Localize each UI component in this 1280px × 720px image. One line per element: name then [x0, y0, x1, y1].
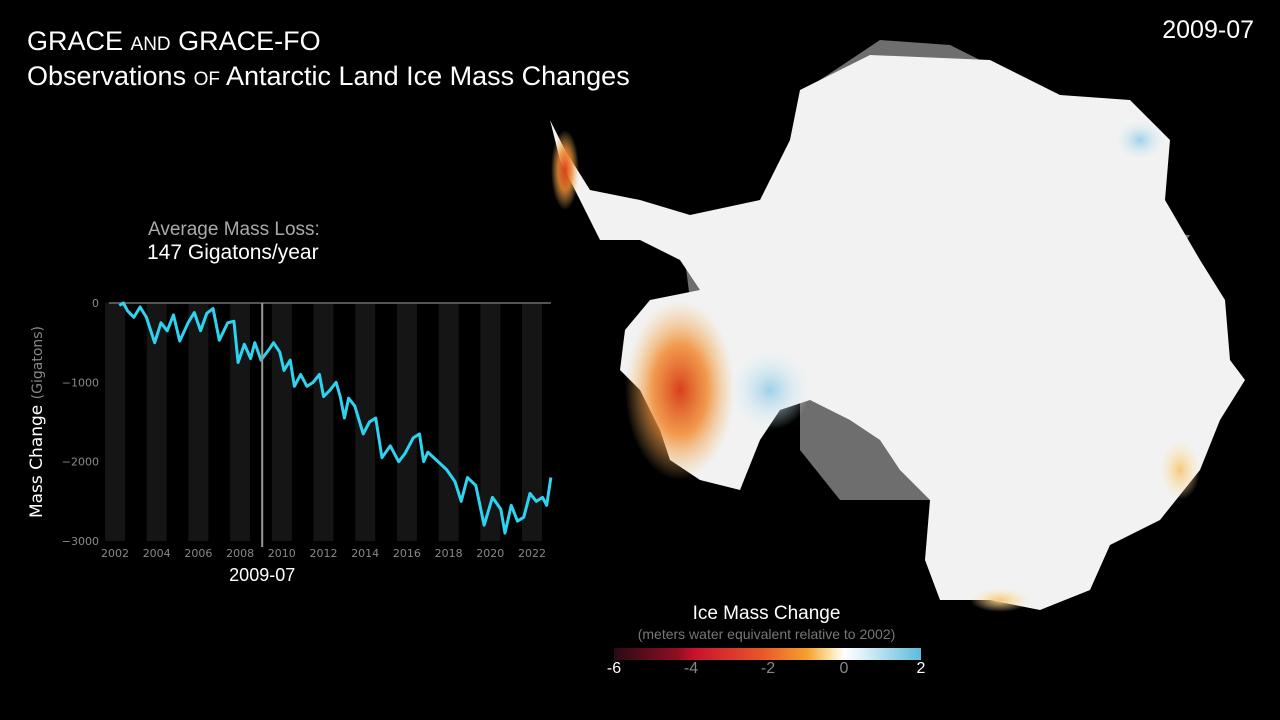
- colorbar-tick: 0: [839, 660, 849, 677]
- colorbar-tick: -4: [683, 660, 699, 677]
- y-tick-label: −2000: [62, 456, 99, 469]
- x-tick-label: 2010: [268, 547, 296, 560]
- x-tick-label: 2008: [226, 547, 254, 560]
- year-stripe: [271, 303, 292, 541]
- title-line-1: GRACE and GRACE-FO: [27, 24, 630, 59]
- colorbar: [614, 648, 921, 660]
- x-tick-label: 2020: [476, 547, 504, 560]
- year-stripe: [480, 303, 501, 541]
- ice-shelf: [680, 40, 1190, 500]
- year-stripe: [105, 303, 125, 541]
- year-stripe: [355, 303, 376, 541]
- x-tick-label: 2014: [351, 547, 379, 560]
- x-tick-label: 2006: [184, 547, 212, 560]
- title-segment: and: [130, 26, 171, 56]
- colorbar-subtitle: (meters water equivalent relative to 200…: [637, 626, 896, 642]
- y-axis-label: Mass Change (Gigatons): [27, 326, 47, 518]
- title-segment: Observations: [27, 61, 194, 91]
- continent: [550, 55, 1245, 610]
- x-tick-label: 2022: [518, 547, 546, 560]
- year-stripe: [188, 303, 209, 541]
- current-date-marker-label: 2009-07: [229, 565, 295, 585]
- colorbar-tick: -6: [606, 660, 622, 677]
- colorbar-tick: -2: [760, 660, 776, 677]
- y-tick-label: −3000: [62, 535, 99, 548]
- y-tick-label: −1000: [62, 376, 99, 389]
- average-loss-value: 147 Gigatons/year: [147, 241, 319, 264]
- x-tick-label: 2004: [143, 547, 171, 560]
- year-stripe: [396, 303, 417, 541]
- current-date: 2009-07: [1162, 16, 1254, 44]
- year-stripe: [313, 303, 334, 541]
- year-stripe: [438, 303, 459, 541]
- x-tick-label: 2016: [393, 547, 421, 560]
- title-segment: GRACE-FO: [170, 26, 321, 56]
- x-tick-label: 2002: [101, 547, 129, 560]
- x-tick-label: 2012: [310, 547, 338, 560]
- year-stripe: [230, 303, 251, 541]
- title-segment: GRACE: [27, 26, 131, 56]
- year-stripe: [522, 303, 542, 541]
- colorbar-tick: 2: [916, 660, 926, 677]
- mass-change-line: [118, 301, 553, 535]
- x-tick-label: 2018: [435, 547, 463, 560]
- average-loss-label: Average Mass Loss:: [148, 219, 320, 240]
- colorbar-title: Ice Mass Change: [692, 603, 841, 624]
- y-tick-label: 0: [92, 297, 99, 310]
- title-segment: of: [193, 61, 220, 91]
- year-stripe: [146, 303, 167, 541]
